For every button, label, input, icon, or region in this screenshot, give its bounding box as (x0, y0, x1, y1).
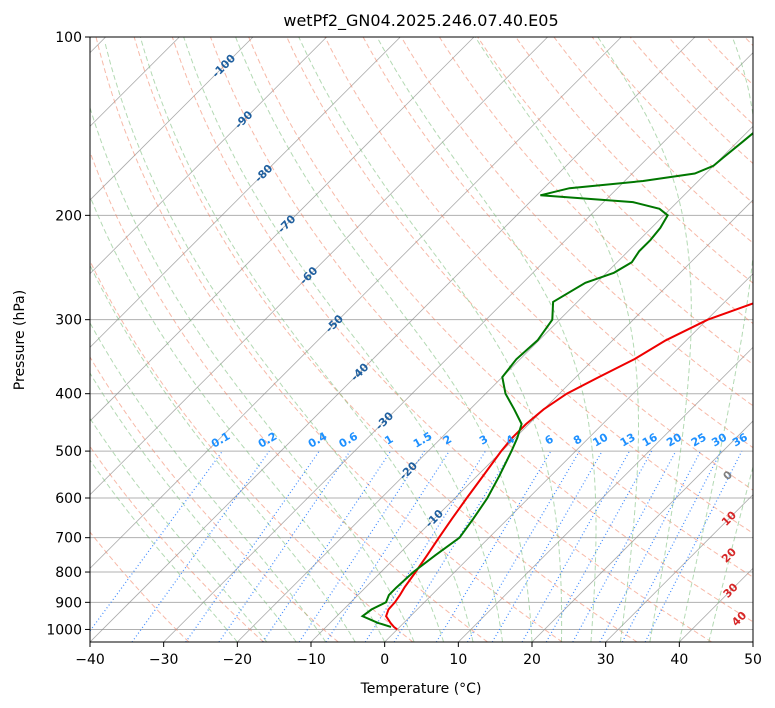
isotherm-line (90, 37, 696, 642)
dry-adiabat-line (400, 37, 753, 407)
moist-adiabat-line (678, 37, 753, 642)
isotherm-line (90, 37, 327, 275)
dry-adiabat-line (90, 445, 264, 642)
mixing-ratio-line (218, 450, 351, 642)
dry-adiabat-line (133, 37, 638, 642)
mixing-ratio-line (393, 450, 513, 642)
moist-adiabat-line (90, 417, 268, 642)
isotherm-line (90, 37, 401, 348)
mixing-ratio-line (131, 450, 270, 642)
x-tick-label: 30 (597, 652, 615, 668)
x-axis-title: Temperature (°C) (360, 681, 482, 697)
x-tick-label: −30 (149, 652, 179, 668)
isotherm-line (90, 37, 475, 422)
moist-adiabat-line (90, 106, 415, 642)
dry-adiabat-line (171, 37, 712, 642)
isotherm-line (458, 346, 753, 642)
x-tick-label: 50 (744, 652, 762, 668)
moist-adiabat-line (235, 37, 533, 642)
dry-adiabat-line (90, 150, 488, 642)
moist-adiabat-line (90, 321, 327, 642)
y-tick-label: 200 (55, 208, 82, 224)
y-tick-label: 1000 (46, 622, 82, 638)
x-tick-label: 20 (523, 652, 541, 668)
y-tick-label: 700 (55, 531, 82, 547)
y-tick-label: 900 (55, 595, 82, 611)
moist-adiabat-line (90, 372, 297, 642)
isotherm-line (90, 37, 254, 201)
isotherm-line (237, 125, 753, 642)
x-tick-label: −10 (296, 652, 326, 668)
moist-adiabat-line (376, 37, 597, 642)
mixing-ratio-line (599, 450, 702, 642)
moist-adiabat-line (708, 465, 753, 642)
y-tick-label: 400 (55, 387, 82, 403)
moist-adiabat-line (183, 37, 503, 642)
y-tick-label: 600 (55, 491, 82, 507)
mixing-ratio-line (185, 450, 320, 642)
isotherm-line (605, 494, 753, 642)
mixing-ratio-line (644, 450, 743, 642)
mixing-ratio-line (521, 450, 631, 642)
x-tick-label: 10 (449, 652, 467, 668)
dry-adiabat-line (90, 531, 190, 642)
y-tick-label: 800 (55, 565, 82, 581)
isotherm-line (90, 37, 548, 496)
dry-adiabat-line (248, 37, 753, 578)
temperature-profile-line (384, 302, 753, 631)
isotherm-line (384, 273, 753, 642)
mixing-ratio-line (621, 450, 722, 642)
y-axis-title: Pressure (hPa) (12, 290, 28, 390)
moist-adiabat-line (474, 37, 639, 642)
dewpoint-profile-line (360, 131, 753, 628)
moist-adiabat-line (298, 37, 563, 642)
dry-adiabat-line (90, 259, 414, 642)
mixing-ratio-line (364, 450, 486, 642)
y-tick-label: 300 (55, 313, 82, 329)
moist-adiabat-line (90, 264, 356, 642)
dry-adiabat-line (95, 37, 563, 642)
x-tick-label: −20 (223, 652, 253, 668)
mixing-ratio-line (325, 450, 450, 642)
dry-adiabat-line (210, 37, 753, 623)
chart-title: wetPf2_GN04.2025.246.07.40.E05 (283, 11, 558, 31)
isotherm-line (90, 37, 622, 569)
x-tick-label: −40 (75, 652, 105, 668)
x-tick-label: 0 (380, 652, 389, 668)
dry-adiabat-line (90, 356, 339, 642)
dry-adiabat-line (324, 37, 753, 491)
plot-frame (89, 36, 754, 643)
isotherm-line (531, 420, 753, 642)
moist-adiabat-line (597, 37, 692, 642)
y-tick-label: 100 (55, 30, 82, 46)
dry-adiabat-line (515, 37, 753, 284)
x-tick-label: 40 (670, 652, 688, 668)
moist-adiabat-line (104, 41, 445, 642)
isotherm-line (163, 52, 753, 642)
mixing-ratio-line (545, 450, 653, 642)
moist-adiabat-line (90, 459, 238, 642)
y-tick-label: 500 (55, 444, 82, 460)
dry-adiabat-line (438, 37, 753, 366)
